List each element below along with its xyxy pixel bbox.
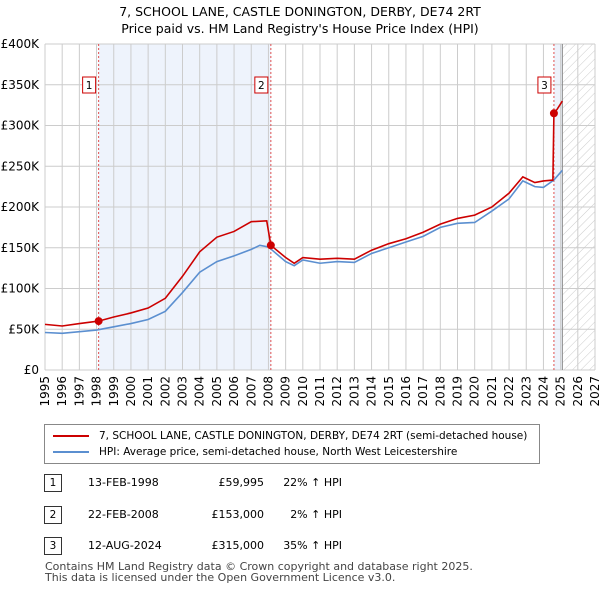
legend: 7, SCHOOL LANE, CASTLE DONINGTON, DERBY,…: [44, 424, 540, 464]
sale-marker-label: 1: [86, 80, 93, 92]
sale-date: 22-FEB-2008: [88, 508, 159, 521]
sale-price: £59,995: [218, 476, 265, 489]
x-tick-label: 1995: [38, 376, 52, 407]
sale-point: [549, 109, 558, 118]
legend-swatch: [53, 451, 89, 453]
footer: Contains HM Land Registry data © Crown c…: [45, 561, 473, 583]
legend-item-property: 7, SCHOOL LANE, CASTLE DONINGTON, DERBY,…: [53, 430, 527, 442]
legend-label: HPI: Average price, semi-detached house,…: [99, 446, 458, 458]
sale-point: [266, 241, 275, 250]
legend-item-hpi: HPI: Average price, semi-detached house,…: [53, 446, 457, 458]
x-tick-label: 2025: [554, 376, 568, 407]
x-tick-label: 2003: [176, 376, 190, 407]
series-line: [44, 100, 564, 327]
hpi-diff: 2% ↑ HPI: [290, 508, 342, 521]
legend-swatch: [53, 435, 89, 437]
sale-marker-box: [254, 76, 269, 94]
x-tick-label: 2004: [193, 376, 207, 407]
y-tick-label: £0: [24, 363, 39, 377]
sale-marker-box: [537, 76, 552, 94]
y-tick-label: £200K: [1, 200, 41, 214]
x-tick-label: 2008: [261, 376, 275, 407]
sale-date: 13-FEB-1998: [88, 476, 159, 489]
price-chart: 1995 1996 1997 1998 1999 2000 2001 2002 2003 2004…: [1, 37, 600, 407]
x-tick-label: 2023: [519, 376, 533, 407]
x-tick-label: 1997: [72, 376, 86, 407]
y-tick-label: £250K: [1, 159, 41, 173]
x-tick-label: 2011: [313, 376, 327, 407]
sale-point: [94, 317, 103, 326]
x-tick-label: 2024: [536, 376, 550, 407]
x-tick-label: 2016: [399, 376, 413, 407]
x-tick-label: 2014: [365, 376, 379, 407]
y-tick-label: £50K: [8, 322, 40, 336]
x-tick-label: 2006: [227, 376, 241, 407]
x-tick-label: 2020: [468, 376, 482, 407]
marker-badge: 2: [44, 506, 62, 524]
x-tick-label: 2017: [416, 376, 430, 407]
x-tick-label: 2002: [158, 376, 172, 407]
title-line: 7, SCHOOL LANE, CASTLE DONINGTON, DERBY,…: [119, 4, 481, 19]
x-tick-label: 2001: [141, 376, 155, 407]
x-tick-label: 1999: [107, 376, 121, 407]
subtitle-line: Price paid vs. HM Land Registry's House …: [121, 21, 479, 36]
x-tick-label: 2012: [330, 376, 344, 407]
sale-marker-label: 2: [258, 80, 265, 92]
y-tick-label: £150K: [1, 241, 41, 255]
x-tick-label: 2021: [485, 376, 499, 407]
x-tick-label: 1996: [55, 376, 69, 407]
x-tick-label: 2005: [210, 376, 224, 407]
x-tick-label: 2015: [382, 376, 396, 407]
y-tick-label: £400K: [1, 37, 41, 51]
sale-price: £153,000: [211, 508, 265, 521]
x-tick-label: 2010: [296, 376, 310, 407]
marker-badge: 3: [44, 537, 62, 555]
x-tick-label: 2026: [571, 376, 585, 407]
legend-label: 7, SCHOOL LANE, CASTLE DONINGTON, DERBY,…: [99, 430, 528, 442]
x-tick-label: 2019: [451, 376, 465, 407]
x-tick-label: 2027: [588, 376, 600, 407]
series-line: [44, 169, 563, 335]
sale-marker-label: 3: [541, 80, 548, 92]
hpi-diff: 35% ↑ HPI: [283, 539, 342, 552]
x-tick-label: 2018: [433, 376, 447, 407]
sale-date: 12-AUG-2024: [88, 539, 162, 552]
marker-badge: 1: [44, 474, 62, 492]
x-tick-label: 2009: [279, 376, 293, 407]
x-tick-label: 1998: [90, 376, 104, 407]
chart-title: 7, SCHOOL LANE, CASTLE DONINGTON, DERBY,…: [0, 3, 600, 37]
y-tick-label: £350K: [1, 78, 41, 92]
x-tick-label: 2013: [347, 376, 361, 407]
sale-price: £315,000: [211, 539, 265, 552]
x-tick-label: 2000: [124, 376, 138, 407]
sale-marker-box: [82, 76, 97, 94]
y-tick-label: £300K: [1, 119, 41, 133]
hpi-diff: 22% ↑ HPI: [283, 476, 342, 489]
y-tick-label: £100K: [1, 282, 41, 296]
footer-line: This data is licensed under the Open Gov…: [45, 571, 396, 584]
footer-line: Contains HM Land Registry data © Crown c…: [45, 560, 473, 573]
x-tick-label: 2022: [502, 376, 516, 407]
x-tick-label: 2007: [244, 376, 258, 407]
